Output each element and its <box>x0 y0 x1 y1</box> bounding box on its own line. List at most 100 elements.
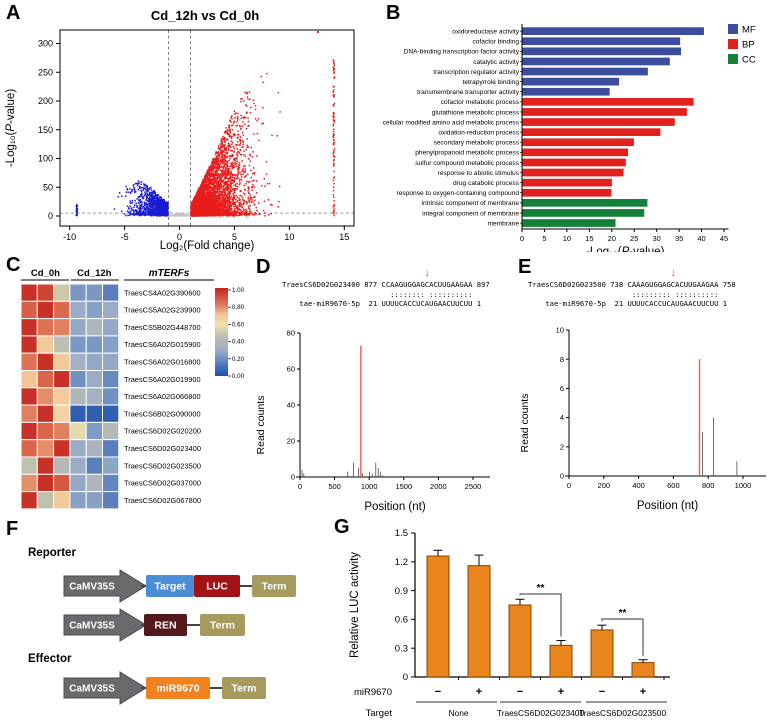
rect <box>251 186 253 189</box>
rect <box>161 212 164 214</box>
rect <box>220 170 222 172</box>
rect <box>133 204 136 206</box>
rect <box>136 211 139 213</box>
rect <box>209 179 211 181</box>
rect <box>129 210 132 212</box>
rect <box>243 214 245 216</box>
rect <box>152 209 154 211</box>
rect <box>241 139 244 142</box>
rect <box>218 180 220 183</box>
rect <box>216 171 218 174</box>
rect <box>234 197 236 200</box>
rect <box>249 199 251 201</box>
rect <box>238 197 240 199</box>
rect <box>142 187 145 190</box>
rect <box>142 211 145 214</box>
rect <box>132 213 135 215</box>
rect <box>270 204 272 206</box>
rect <box>265 161 268 163</box>
rect <box>221 198 224 201</box>
rect <box>146 199 149 202</box>
rect <box>255 180 258 182</box>
rect <box>75 209 78 212</box>
rect <box>147 210 149 212</box>
rect <box>213 184 215 186</box>
rect <box>234 133 236 135</box>
rect <box>250 212 253 215</box>
rect <box>234 161 237 164</box>
rect <box>146 205 149 207</box>
rect <box>231 162 233 165</box>
rect <box>159 215 161 217</box>
rect <box>144 208 147 210</box>
rect <box>249 210 252 213</box>
rect <box>241 97 243 100</box>
rect <box>231 150 233 152</box>
rect <box>233 187 236 190</box>
rect <box>144 188 147 191</box>
rect <box>228 155 231 157</box>
rect <box>76 212 78 215</box>
rect <box>154 191 157 194</box>
rect <box>132 209 135 211</box>
rect <box>238 213 241 215</box>
rect <box>231 188 233 190</box>
rect <box>143 184 146 187</box>
rect <box>186 214 188 217</box>
rect <box>138 213 140 216</box>
rect <box>246 105 248 107</box>
rect <box>151 210 153 213</box>
rect <box>234 134 236 137</box>
rect <box>204 185 207 188</box>
rect <box>149 214 151 216</box>
rect <box>223 171 226 174</box>
rect <box>138 196 141 198</box>
rect <box>221 156 224 158</box>
rect <box>216 177 218 180</box>
rect <box>150 199 152 202</box>
rect <box>154 202 156 205</box>
rect <box>150 189 153 191</box>
rect <box>198 190 201 193</box>
rect <box>227 139 229 141</box>
rect <box>123 213 126 215</box>
rect <box>153 211 155 214</box>
rect <box>228 207 230 209</box>
rect <box>250 146 253 149</box>
rect <box>246 211 248 214</box>
rect <box>136 206 138 209</box>
rect <box>219 184 221 187</box>
rect <box>156 202 158 204</box>
rect <box>218 144 220 147</box>
rect <box>233 184 235 187</box>
rect <box>221 176 224 178</box>
rect <box>163 201 165 203</box>
rect <box>120 210 123 212</box>
rect <box>219 169 222 171</box>
rect <box>228 135 230 137</box>
rect <box>234 203 236 205</box>
rect <box>230 116 232 119</box>
rect <box>155 197 158 199</box>
rect <box>217 147 220 150</box>
rect <box>236 200 239 203</box>
rect <box>136 213 138 216</box>
rect <box>224 157 227 159</box>
rect <box>213 160 215 163</box>
rect <box>215 179 218 182</box>
rect <box>153 207 155 210</box>
rect <box>236 174 238 177</box>
rect <box>166 203 169 206</box>
rect <box>233 194 235 197</box>
rect <box>227 174 229 177</box>
rect <box>231 202 233 204</box>
rect <box>137 188 139 191</box>
rect <box>214 180 216 183</box>
rect <box>228 124 230 126</box>
rect <box>250 106 252 109</box>
rect <box>229 184 231 187</box>
rect <box>207 199 210 202</box>
rect <box>152 201 155 204</box>
rect <box>226 182 228 185</box>
rect <box>138 202 140 204</box>
